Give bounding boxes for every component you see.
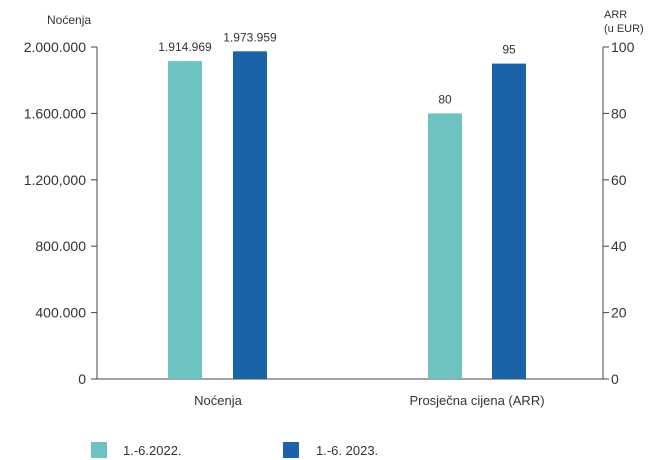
- bar: [492, 63, 526, 379]
- right-axis-title-line-1: ARR: [604, 9, 627, 21]
- right-axis-ticks: 0 20 40 60 80 100: [603, 39, 635, 387]
- legend-swatch-2022: [91, 442, 107, 458]
- bars: 1.914.969 1.973.959 80 95: [158, 30, 526, 380]
- bar-value-label: 95: [502, 43, 516, 57]
- left-tick-label: 2.000.000: [24, 39, 86, 55]
- right-tick-label: 60: [611, 172, 627, 188]
- bar: [168, 61, 202, 380]
- category-label: Noćenja: [194, 393, 242, 408]
- left-tick-label: 400.000: [35, 305, 86, 321]
- category-labels: Noćenja Prosječna cijena (ARR): [194, 393, 544, 408]
- right-axis-title-line-2: (u EUR): [604, 23, 644, 35]
- right-tick-label: 40: [611, 238, 627, 254]
- left-tick-label: 0: [78, 371, 86, 387]
- bar-value-label: 1.973.959: [223, 30, 277, 44]
- bar: [428, 113, 462, 380]
- left-tick-label: 1.200,000: [24, 172, 86, 188]
- right-tick-label: 0: [611, 371, 619, 387]
- left-axis-title: Noćenja: [47, 13, 91, 27]
- right-tick-label: 80: [611, 105, 627, 121]
- left-tick-label: 800.000: [35, 238, 86, 254]
- bar-value-label: 80: [438, 92, 452, 106]
- bar: [233, 51, 267, 379]
- right-tick-label: 100: [611, 39, 635, 55]
- legend-swatch-2023: [283, 442, 299, 458]
- category-label: Prosječna cijena (ARR): [409, 393, 544, 408]
- bar-value-label: 1.914.969: [158, 40, 212, 54]
- left-axis-ticks: 0 400.000 800.000 1.200,000 1.600.000 2.000.0…: [24, 39, 97, 387]
- legend-label-2023: 1.-6. 2023.: [316, 443, 378, 458]
- right-tick-label: 20: [611, 305, 627, 321]
- legend-label-2022: 1.-6.2022.: [123, 443, 182, 458]
- left-tick-label: 1.600.000: [24, 105, 86, 121]
